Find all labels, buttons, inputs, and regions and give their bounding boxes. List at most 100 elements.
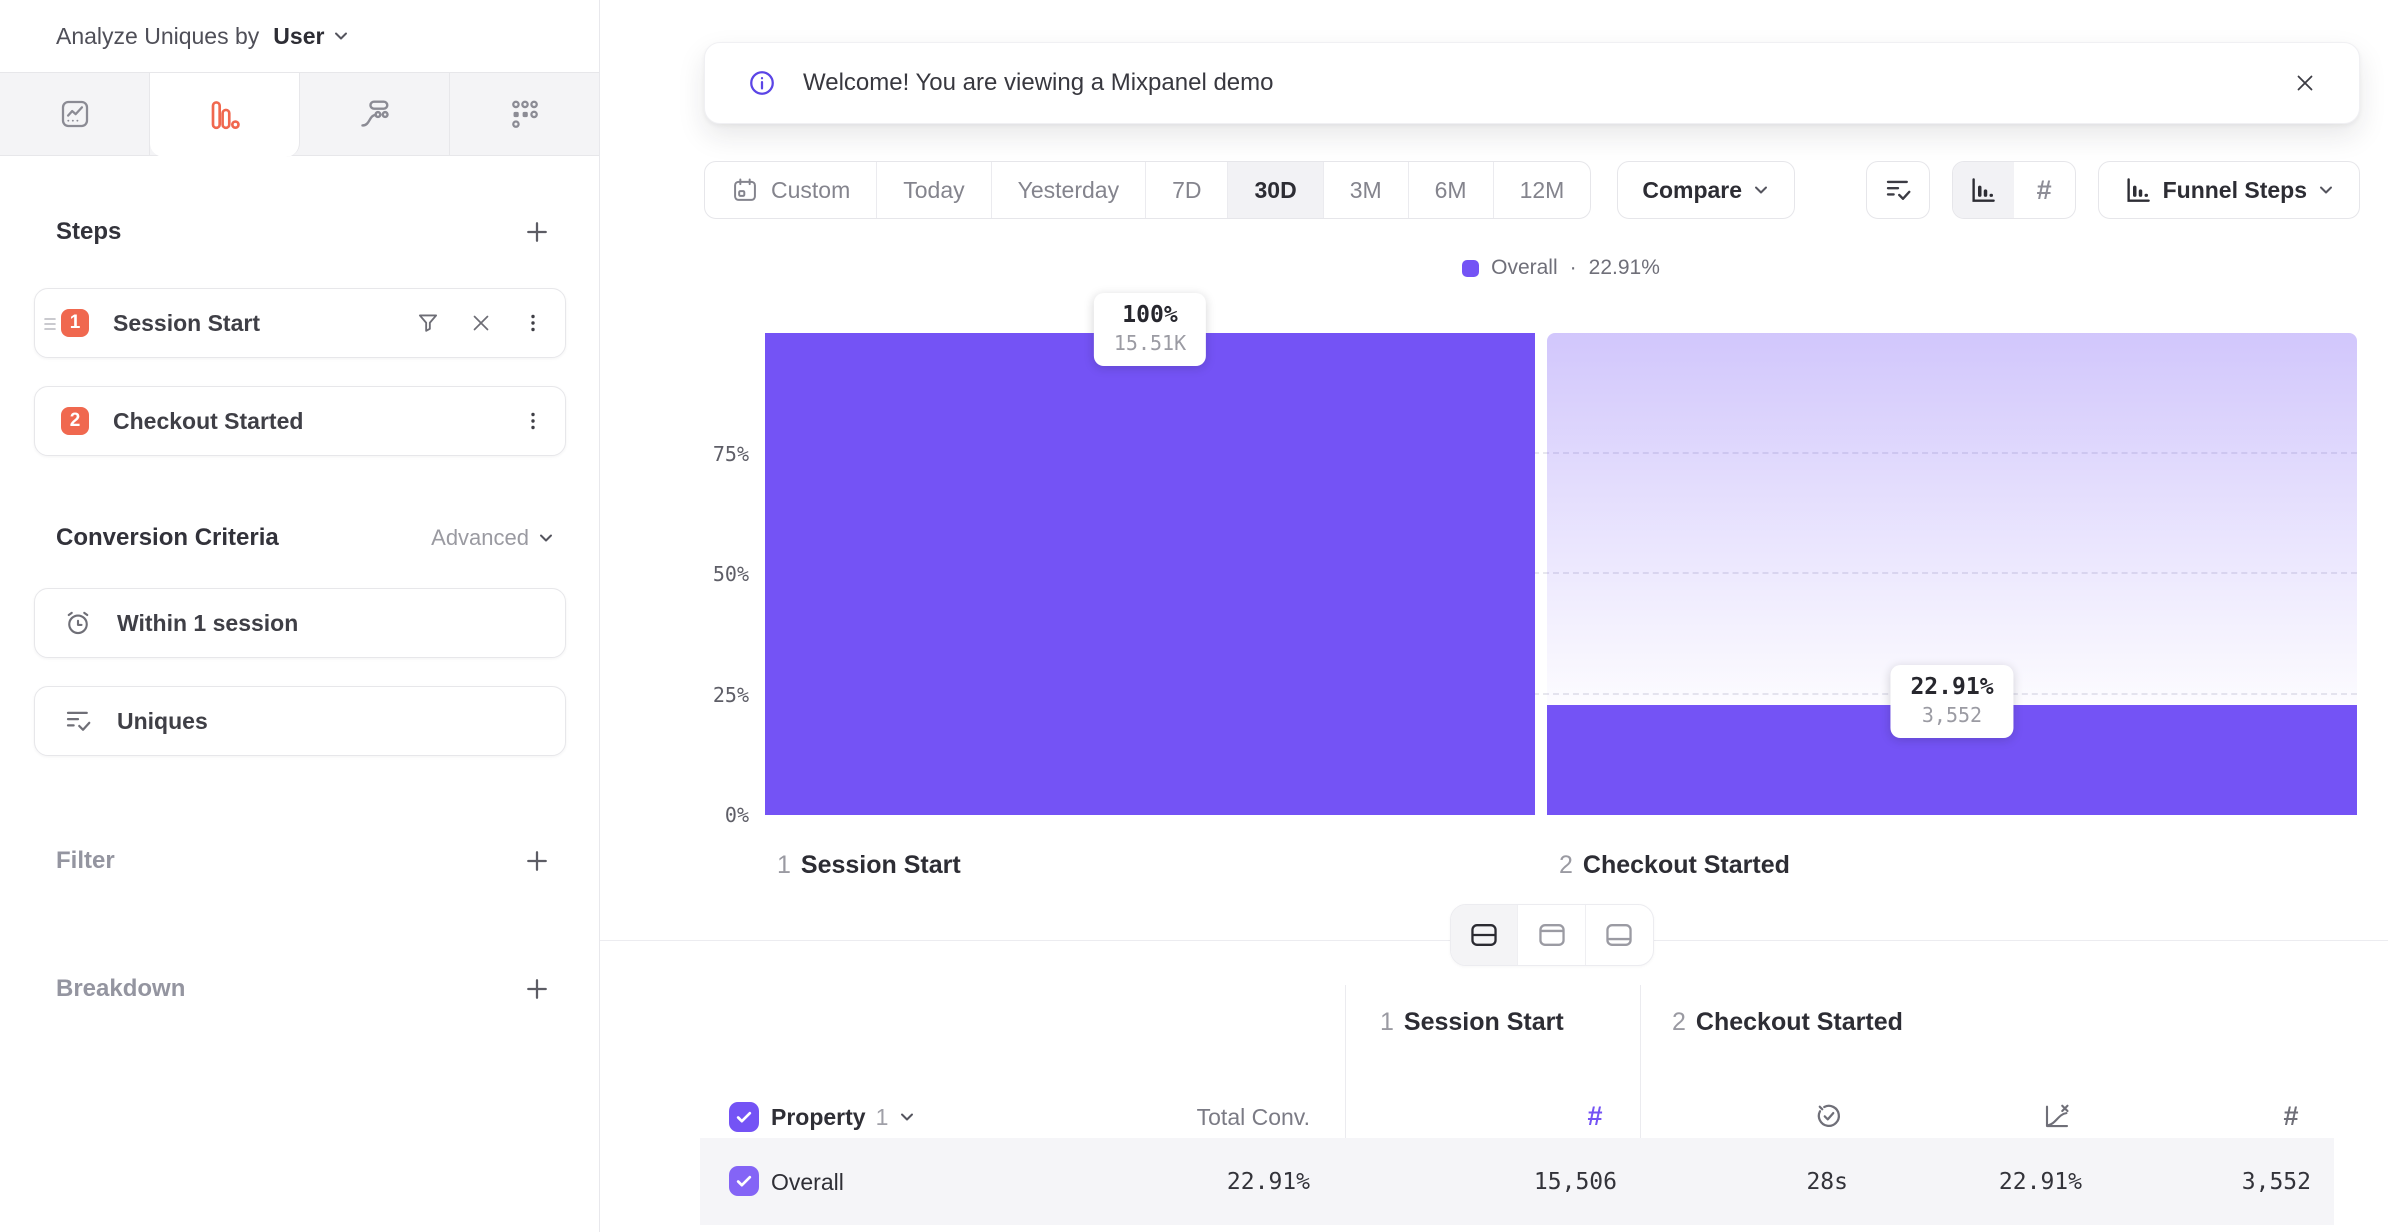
step-index: 1 (777, 851, 791, 879)
close-icon[interactable] (2293, 71, 2317, 95)
table-column-divider (1345, 985, 1346, 1225)
date-preset-today[interactable]: Today (877, 162, 992, 218)
date-preset-3m[interactable]: 3M (1324, 162, 1409, 218)
bar-value-tooltip: 100% 15.51K (1093, 293, 1207, 366)
cell-step2-count: 3,552 (2241, 1169, 2311, 1195)
row-label-overall: Overall (771, 1169, 844, 1195)
drag-handle-icon[interactable] (43, 315, 57, 333)
metric-count-button-checkout[interactable]: # (2261, 1098, 2321, 1134)
remove-step-icon[interactable] (469, 311, 493, 335)
steps-title: Steps (56, 218, 122, 245)
number-view-toggle[interactable]: # (2014, 162, 2075, 218)
cell-total-conv: 22.91% (1226, 1169, 1310, 1195)
date-preset-6m[interactable]: 6M (1409, 162, 1494, 218)
step-number-badge: 1 (61, 309, 89, 337)
report-type-tabs (0, 72, 599, 157)
view-selector-button[interactable]: Funnel Steps (2097, 161, 2360, 219)
chevron-down-icon (540, 534, 552, 542)
metric-avg-time-button[interactable] (1799, 1098, 1859, 1134)
step-index: 2 (1559, 851, 1573, 879)
check-icon (736, 1175, 752, 1187)
hash-icon: # (1587, 1100, 1603, 1131)
date-preset-yesterday[interactable]: Yesterday (992, 162, 1147, 218)
sort-order-button[interactable] (1865, 161, 1930, 219)
x-axis-label-session-start: 1 Session Start (777, 851, 961, 880)
compare-button[interactable]: Compare (1617, 161, 1796, 219)
chevron-down-icon (1755, 186, 1768, 194)
funnel-bar-session-start[interactable] (765, 333, 1535, 815)
metric-conv-rate-button[interactable] (2027, 1098, 2087, 1134)
counting-method-label: Uniques (117, 707, 208, 734)
select-all-checkbox[interactable] (729, 1102, 759, 1132)
row-checkbox-overall[interactable] (729, 1166, 759, 1196)
add-breakdown-button[interactable] (519, 971, 555, 1007)
step-card-checkout-started[interactable]: 2 Checkout Started (34, 386, 566, 456)
property-index: 1 (875, 1103, 889, 1130)
split-view-toggle[interactable] (1451, 905, 1519, 965)
bar-chart-icon (1972, 178, 1995, 202)
legend-series: Overall (1491, 256, 1558, 279)
property-column-header[interactable]: Property 1 (771, 1102, 916, 1132)
step-menu-icon[interactable] (521, 409, 545, 433)
gridline-25 (765, 692, 2357, 695)
clock-check-icon (1817, 1104, 1840, 1127)
add-filter-button[interactable] (519, 843, 555, 879)
view-selector-label: Funnel Steps (2162, 176, 2307, 203)
step-card-session-start[interactable]: 1 Session Start (34, 288, 566, 358)
conversion-criteria-title: Conversion Criteria (56, 524, 279, 551)
banner-message: Welcome! You are viewing a Mixpanel demo (803, 69, 1274, 96)
conversion-window-card[interactable]: Within 1 session (34, 588, 566, 658)
step-actions (521, 409, 565, 433)
table-only-toggle[interactable] (1586, 905, 1653, 965)
plus-icon (527, 851, 547, 871)
table-group-header-checkout-started: 2 Checkout Started (1672, 1008, 1903, 1037)
tab-retention[interactable] (450, 73, 599, 155)
tooltip-count: 3,552 (1921, 702, 1983, 727)
dropoff-gradient (1547, 333, 2357, 705)
bar-value-tooltip: 22.91% 3,552 (1890, 664, 2014, 738)
y-axis-tick: 50% (712, 562, 749, 586)
date-preset-30d[interactable]: 30D (1228, 162, 1324, 218)
advanced-toggle[interactable]: Advanced (431, 525, 555, 551)
chart-only-toggle[interactable] (1518, 905, 1586, 965)
x-axis-label-checkout-started: 2 Checkout Started (1559, 851, 1790, 880)
entity-selector-value: User (273, 22, 325, 49)
step-label: Session Start (113, 309, 260, 336)
total-conv-column-header: Total Conv. (1196, 1104, 1310, 1130)
metric-count-button-session-start[interactable]: # (1565, 1098, 1625, 1134)
date-preset-12m[interactable]: 12M (1494, 162, 1591, 218)
date-preset-7d[interactable]: 7D (1146, 162, 1229, 218)
tab-funnels[interactable] (150, 73, 300, 157)
preset-label: 30D (1254, 176, 1297, 203)
preset-label: Custom (771, 176, 851, 203)
group-index: 1 (1380, 1008, 1394, 1036)
retention-icon (511, 100, 538, 128)
group-label: Checkout Started (1695, 1008, 1903, 1036)
report-main: Welcome! You are viewing a Mixpanel demo… (600, 0, 2388, 1232)
add-step-button[interactable] (519, 214, 555, 250)
cell-step1-count: 15,506 (1533, 1169, 1617, 1195)
entity-selector[interactable]: User (273, 23, 350, 50)
chevron-down-icon (2320, 186, 2332, 194)
date-preset-custom[interactable]: Custom (705, 162, 878, 218)
chart-legend[interactable]: Overall · 22.91% (765, 256, 2357, 280)
cell-conv-rate: 22.91% (1998, 1169, 2082, 1195)
funnel-column-checkout-started: 22.91% 3,552 (1547, 333, 2357, 815)
filter-step-icon[interactable] (415, 310, 441, 336)
hash-icon: # (2036, 174, 2052, 205)
compare-label: Compare (1642, 176, 1743, 203)
counting-method-card[interactable]: Uniques (34, 686, 566, 756)
breakdown-title: Breakdown (56, 975, 186, 1002)
step-menu-icon[interactable] (521, 311, 545, 335)
breakdown-section: Breakdown (56, 966, 555, 1012)
group-index: 2 (1672, 1008, 1686, 1036)
tooltip-count: 15.51K (1113, 331, 1187, 355)
tab-insights[interactable] (0, 73, 150, 155)
filter-section: Filter (56, 838, 555, 884)
preset-label: 6M (1434, 176, 1467, 203)
tab-flows[interactable] (300, 73, 450, 155)
table-row-overall[interactable] (700, 1138, 2334, 1225)
preset-label: Today (903, 176, 965, 203)
bar-view-toggle[interactable] (1952, 162, 2014, 218)
